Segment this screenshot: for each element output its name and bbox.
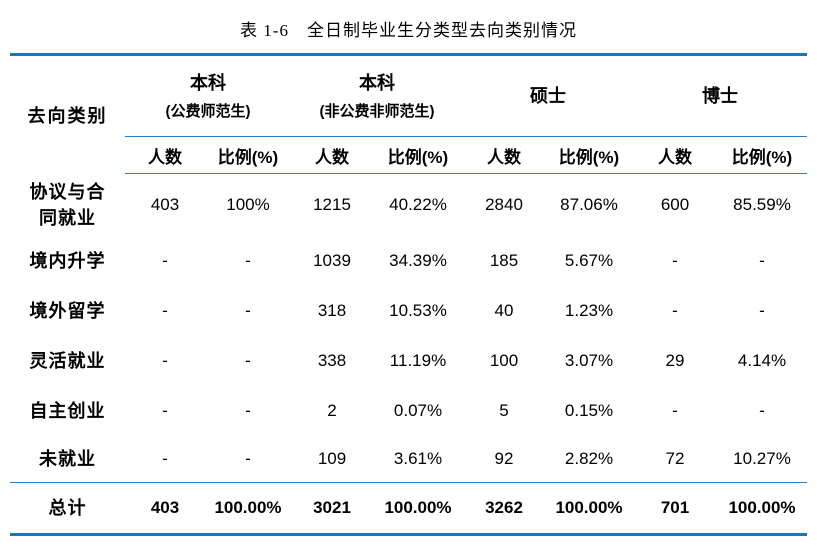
cell: 185 — [489, 251, 519, 270]
cell: 10.27% — [717, 436, 807, 483]
cell: 100.00% — [555, 498, 623, 517]
cell: 403 — [150, 195, 180, 214]
cell: 0.07% — [393, 401, 443, 420]
group-header-boshi: 博士 — [633, 54, 807, 137]
cell: 3021 — [313, 498, 351, 517]
cell: 72 — [633, 436, 717, 483]
cell: - — [162, 351, 168, 370]
cell: 0.15% — [564, 401, 614, 420]
cell: 2840 — [485, 195, 523, 214]
cell: - — [245, 301, 251, 320]
cell: 2 — [327, 401, 337, 420]
col-header-count-1: 人数 — [125, 136, 205, 174]
cell: 1039 — [313, 251, 351, 270]
group-header-benke-feigongfei: 本科 (非公费非师范生) — [291, 54, 463, 137]
cell: - — [759, 251, 765, 270]
cell: 5 — [499, 401, 509, 420]
col-header-count-3: 人数 — [463, 136, 545, 174]
row-label-linghuo: 灵活就业 — [29, 351, 106, 371]
cell: 100.00% — [214, 498, 282, 517]
graduate-destination-table: 去向类别 本科 (公费师范生) 本科 (非公费非师范生) 硕士 博士 人数 — [10, 53, 807, 536]
cell: 92 — [463, 436, 545, 483]
row-label-jingnei: 境内升学 — [29, 251, 106, 271]
cell: 1215 — [313, 195, 351, 214]
cell: - — [245, 351, 251, 370]
col-header-count-2: 人数 — [291, 136, 373, 174]
cell: - — [672, 401, 678, 420]
cell: 3262 — [485, 498, 523, 517]
cell: 29 — [665, 351, 685, 370]
cell: 403 — [150, 498, 180, 517]
group-benke1-line1: 本科 — [190, 73, 226, 93]
group-header-shuoshi: 硕士 — [463, 54, 633, 137]
cell: 2.82% — [545, 436, 633, 483]
cell: 5.67% — [564, 251, 614, 270]
cell: 40 — [494, 301, 514, 320]
cell: - — [162, 251, 168, 270]
group-header-benke-gongfei: 本科 (公费师范生) — [125, 54, 291, 137]
cell: 100% — [226, 195, 270, 214]
group-benke1-line2: (公费师范生) — [165, 103, 251, 120]
cell: - — [672, 251, 678, 270]
cell: 3.07% — [564, 351, 614, 370]
table-row: 自主创业 - - 2 0.07% 5 0.15% - - — [10, 386, 807, 436]
table-row: 未就业 - - 109 3.61% 92 2.82% 72 10.27% — [10, 436, 807, 483]
header-sub-row: 人数 比例(%) 人数 比例(%) 人数 比例(%) 人数 比例(%) — [10, 136, 807, 174]
cell: 600 — [660, 195, 690, 214]
group-shuoshi-line1: 硕士 — [530, 86, 566, 106]
cell: - — [759, 301, 765, 320]
cell: 34.39% — [389, 251, 447, 270]
row-label-jingwai: 境外留学 — [29, 301, 106, 321]
col-header-ratio-1: 比例(%) — [205, 136, 291, 174]
table-row: 境内升学 - - 1039 34.39% 185 5.67% - - — [10, 236, 807, 286]
cell: 318 — [317, 301, 347, 320]
cell: 100.00% — [728, 498, 796, 517]
cell: 109 — [291, 436, 373, 483]
col-header-ratio-4: 比例(%) — [717, 136, 807, 174]
table-title: 表 1-6 全日制毕业生分类型去向类别情况 — [240, 21, 577, 40]
cell: - — [162, 401, 168, 420]
table-row: 境外留学 - - 318 10.53% 40 1.23% - - — [10, 286, 807, 336]
row-label-xieyi: 协议与合同就业 — [29, 181, 106, 228]
group-benke2-line1: 本科 — [359, 73, 395, 93]
row-header-label: 去向类别 — [27, 105, 108, 126]
col-header-count-4: 人数 — [633, 136, 717, 174]
cell: 87.06% — [560, 195, 618, 214]
group-boshi-line1: 博士 — [702, 86, 738, 106]
row-label-weijiuye: 未就业 — [10, 436, 125, 483]
col-header-ratio-2: 比例(%) — [373, 136, 463, 174]
cell: - — [205, 436, 291, 483]
row-label-total: 总计 — [48, 498, 87, 518]
group-benke2-line2: (非公费非师范生) — [319, 103, 435, 120]
header-group-row: 去向类别 本科 (公费师范生) 本科 (非公费非师范生) 硕士 博士 — [10, 54, 807, 137]
total-row: 总计 403 100.00% 3021 100.00% 3262 100.00%… — [10, 483, 807, 535]
cell: 3.61% — [373, 436, 463, 483]
cell: 11.19% — [389, 351, 447, 370]
cell: 40.22% — [389, 195, 447, 214]
cell: 10.53% — [389, 301, 447, 320]
cell: 338 — [317, 351, 347, 370]
cell: - — [162, 301, 168, 320]
cell: 4.14% — [737, 351, 787, 370]
cell: - — [245, 251, 251, 270]
cell: 100.00% — [384, 498, 452, 517]
col-header-ratio-3: 比例(%) — [545, 136, 633, 174]
cell: 85.59% — [733, 195, 791, 214]
cell: - — [245, 401, 251, 420]
cell: 1.23% — [564, 301, 614, 320]
cell: 701 — [660, 498, 690, 517]
row-label-zizhu: 自主创业 — [29, 401, 106, 421]
table-row: 协议与合同就业 403 100% 1215 40.22% 2840 87.06%… — [10, 174, 807, 237]
cell: - — [759, 401, 765, 420]
cell: 100 — [489, 351, 519, 370]
table-row: 灵活就业 - - 338 11.19% 100 3.07% 29 4.14% — [10, 336, 807, 386]
cell: - — [125, 436, 205, 483]
cell: - — [672, 301, 678, 320]
